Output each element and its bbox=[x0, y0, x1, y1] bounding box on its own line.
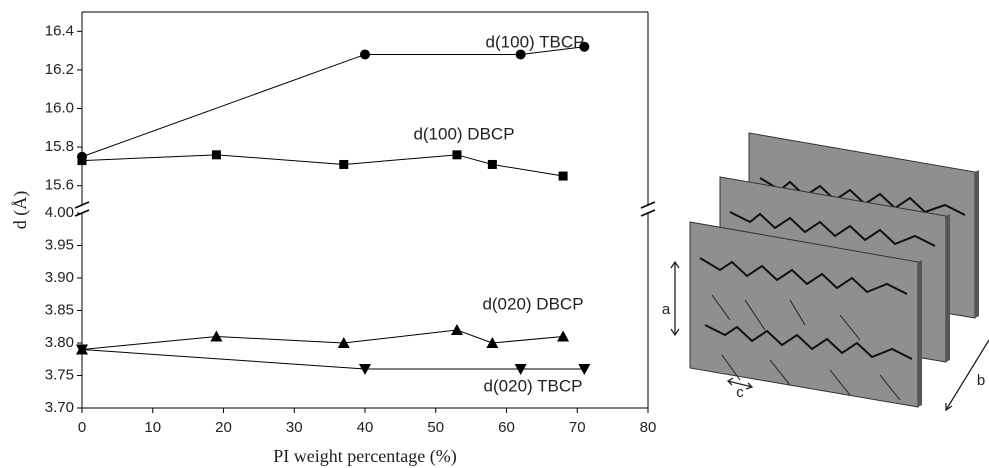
axis-break bbox=[74, 209, 90, 217]
y-tick-label: 3.75 bbox=[45, 366, 74, 383]
marker bbox=[76, 344, 88, 356]
marker bbox=[450, 324, 463, 335]
y-tick-label: 16.4 bbox=[45, 22, 74, 39]
x-tick-label: 50 bbox=[427, 419, 444, 436]
series-label: d(020) DBCP bbox=[482, 294, 583, 313]
x-tick-label: 0 bbox=[78, 419, 86, 436]
series-line bbox=[81, 154, 564, 177]
marker bbox=[77, 156, 87, 166]
y-tick-label: 15.6 bbox=[45, 177, 74, 194]
axis-break bbox=[74, 201, 90, 209]
chain bbox=[704, 324, 913, 360]
y-tick-label: 16.0 bbox=[45, 99, 74, 116]
marker bbox=[360, 49, 370, 60]
series-label: d(100) TBCP bbox=[486, 32, 585, 51]
marker bbox=[486, 337, 499, 348]
axis-break bbox=[640, 209, 656, 217]
marker bbox=[514, 364, 527, 375]
marker bbox=[579, 41, 590, 52]
chain bbox=[699, 257, 908, 295]
axis-label: b bbox=[977, 372, 985, 389]
panel-edge bbox=[918, 260, 922, 407]
y-tick-label: 3.85 bbox=[45, 301, 74, 318]
x-tick-label: 70 bbox=[569, 419, 586, 436]
panel-edge bbox=[946, 214, 950, 362]
series-label: d(020) TBCP bbox=[484, 376, 583, 395]
marker bbox=[515, 49, 526, 60]
chain bbox=[759, 177, 966, 216]
series-line bbox=[81, 46, 585, 158]
x-tick-label: 60 bbox=[498, 419, 515, 436]
axis-arrows bbox=[670, 260, 989, 412]
y-tick-label: 16.2 bbox=[45, 61, 74, 78]
y-tick-label: 3.90 bbox=[45, 269, 74, 286]
series-line bbox=[81, 349, 585, 370]
marker bbox=[339, 159, 349, 169]
marker bbox=[578, 364, 591, 375]
marker bbox=[211, 150, 221, 160]
x-tick-label: 40 bbox=[357, 419, 374, 436]
x-tick-label: 10 bbox=[144, 419, 161, 436]
axis-break-gap bbox=[79, 205, 85, 213]
axis-break-gap bbox=[645, 205, 651, 213]
marker bbox=[337, 337, 350, 348]
marker bbox=[359, 364, 371, 375]
marker bbox=[210, 330, 223, 342]
schematic: a b c bbox=[662, 132, 989, 412]
y-tick-label: 15.8 bbox=[45, 138, 74, 155]
marker bbox=[452, 150, 462, 160]
y-tick-label: 3.95 bbox=[45, 236, 74, 253]
axis-break bbox=[640, 201, 656, 209]
y-tick-label: 4.00 bbox=[45, 204, 74, 221]
panel-edge bbox=[975, 170, 979, 318]
y-axis-label: d (Å) bbox=[10, 191, 31, 230]
y-tick-label: 3.80 bbox=[45, 334, 74, 351]
series-label: d(100) DBCP bbox=[413, 124, 514, 143]
y-tick-label: 3.70 bbox=[45, 399, 74, 416]
side-chains bbox=[711, 294, 901, 401]
marker bbox=[558, 171, 568, 181]
series-line bbox=[81, 329, 564, 350]
chain bbox=[729, 211, 936, 247]
x-tick-label: 20 bbox=[215, 419, 232, 436]
marker bbox=[487, 159, 497, 169]
x-axis-label: PI weight percentage (%) bbox=[273, 446, 456, 467]
x-tick-label: 80 bbox=[640, 419, 657, 436]
marker bbox=[557, 330, 570, 342]
axis-label: a bbox=[662, 301, 671, 318]
axis-label: c bbox=[736, 384, 744, 401]
x-tick-label: 30 bbox=[286, 419, 303, 436]
